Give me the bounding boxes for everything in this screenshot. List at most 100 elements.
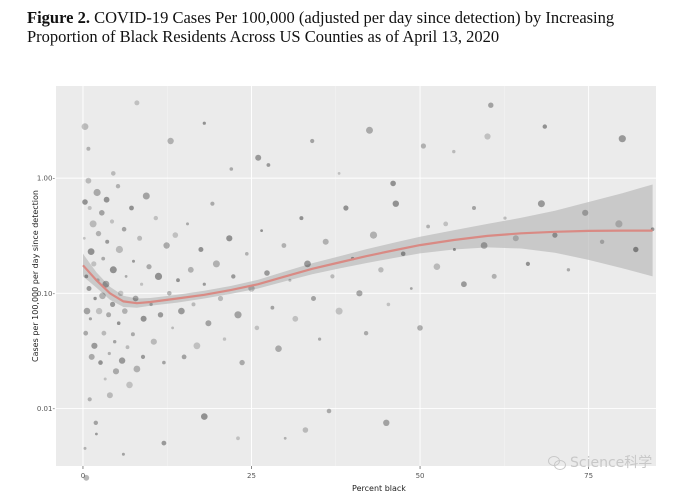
data-point <box>93 420 99 425</box>
data-point <box>335 307 343 315</box>
data-point <box>129 205 134 211</box>
data-point <box>167 291 172 296</box>
data-point <box>390 180 396 187</box>
y-tick-label: 0.01- <box>37 405 56 413</box>
data-point <box>304 260 311 268</box>
data-point <box>83 474 90 481</box>
data-point <box>87 206 92 210</box>
data-point <box>109 266 117 274</box>
data-point <box>599 239 605 244</box>
data-point <box>275 345 282 353</box>
figure-caption: Figure 2. COVID-19 Cases Per 100,000 (ad… <box>27 8 667 46</box>
data-point <box>310 138 315 144</box>
data-point <box>311 296 316 301</box>
data-point <box>386 302 391 307</box>
data-point <box>82 236 86 240</box>
data-point <box>95 432 98 436</box>
data-point <box>83 307 91 315</box>
data-point <box>330 274 335 279</box>
data-point <box>178 307 185 315</box>
data-point <box>417 325 423 331</box>
data-point <box>122 308 128 314</box>
y-axis-ticks: 1.00- 0.10- 0.01- <box>37 175 56 413</box>
data-point <box>105 239 110 244</box>
data-point <box>187 266 194 273</box>
data-point <box>378 267 384 273</box>
x-axis-ticks: 0 25 50 75 <box>81 466 593 480</box>
data-point <box>245 252 249 256</box>
data-point <box>126 381 133 389</box>
data-point <box>236 436 240 441</box>
data-point <box>140 282 144 286</box>
data-point <box>106 392 113 399</box>
data-point <box>181 354 187 360</box>
data-point <box>137 235 143 241</box>
data-point <box>420 143 426 149</box>
data-point <box>101 330 107 336</box>
data-point <box>615 220 623 228</box>
data-point <box>633 246 639 253</box>
data-point <box>383 419 390 426</box>
data-point <box>161 440 167 446</box>
data-point <box>525 261 531 266</box>
data-point <box>503 216 507 220</box>
data-point <box>99 292 106 300</box>
data-point <box>618 135 626 143</box>
wechat-icon <box>548 455 566 470</box>
data-point <box>212 260 220 268</box>
data-point <box>201 413 208 420</box>
watermark-text: Science科学 <box>570 455 653 471</box>
data-point <box>392 200 399 207</box>
gridlines <box>56 86 656 466</box>
data-point <box>283 436 287 440</box>
data-point <box>542 124 547 129</box>
data-point <box>426 224 430 229</box>
watermark: Science科学 <box>548 452 652 472</box>
data-point <box>326 408 332 414</box>
data-point <box>512 235 519 242</box>
data-point <box>400 251 406 257</box>
data-point <box>288 278 292 282</box>
data-point <box>81 123 89 130</box>
data-point <box>222 337 227 341</box>
data-point <box>130 332 135 337</box>
data-point <box>89 220 97 228</box>
data-point <box>205 320 212 327</box>
data-point <box>217 295 224 302</box>
data-point <box>154 272 163 280</box>
data-point <box>369 231 378 239</box>
data-point <box>566 268 571 272</box>
data-point <box>101 256 106 261</box>
data-point <box>366 126 373 134</box>
data-point <box>229 167 234 171</box>
data-point <box>86 286 92 291</box>
data-point <box>433 263 441 271</box>
data-point <box>270 305 275 310</box>
confidence-band <box>83 184 653 308</box>
data-point <box>260 229 263 233</box>
data-point <box>103 196 110 203</box>
data-point <box>176 278 180 283</box>
data-point <box>112 368 120 375</box>
data-point <box>107 351 111 356</box>
data-point <box>102 280 110 288</box>
data-point <box>85 177 92 184</box>
data-point <box>318 337 322 341</box>
data-point <box>91 261 97 267</box>
data-point <box>146 264 152 270</box>
data-point <box>167 137 174 145</box>
figure-caption-text: COVID-19 Cases Per 100,000 (adjusted per… <box>27 8 615 46</box>
data-point <box>266 163 271 167</box>
data-point <box>134 100 140 106</box>
data-point <box>254 325 260 331</box>
data-point <box>191 302 196 307</box>
data-point <box>86 146 91 151</box>
data-point <box>255 154 262 161</box>
data-point <box>322 238 329 245</box>
data-point <box>461 281 467 288</box>
data-point <box>95 230 102 237</box>
data-point <box>226 235 233 242</box>
data-point <box>140 354 146 359</box>
data-point <box>115 184 121 189</box>
